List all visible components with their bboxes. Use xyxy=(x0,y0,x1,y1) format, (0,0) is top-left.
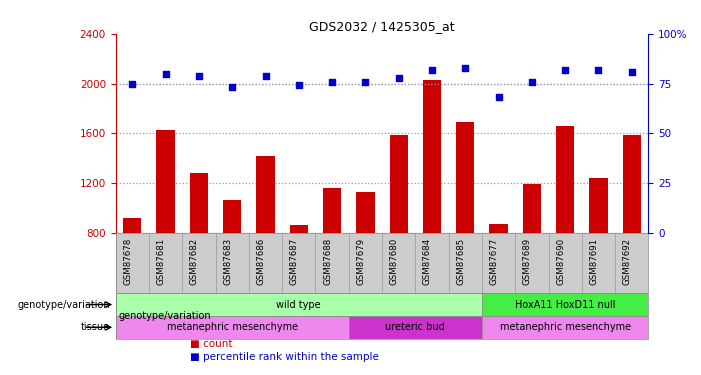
Text: GSM87678: GSM87678 xyxy=(123,238,132,285)
Text: GSM87690: GSM87690 xyxy=(556,238,565,285)
Bar xyxy=(323,188,341,233)
Bar xyxy=(482,293,648,316)
Point xyxy=(327,78,338,84)
Text: wild type: wild type xyxy=(276,300,321,309)
Text: genotype/variation: genotype/variation xyxy=(118,311,211,321)
Text: GSM87683: GSM87683 xyxy=(223,238,232,285)
Text: GSM87680: GSM87680 xyxy=(390,238,399,285)
Point xyxy=(593,67,604,73)
Bar xyxy=(390,135,408,233)
Bar xyxy=(489,224,508,233)
Text: tissue: tissue xyxy=(81,322,110,332)
Bar xyxy=(290,225,308,233)
Bar xyxy=(223,200,241,233)
Text: ureteric bud: ureteric bud xyxy=(386,322,445,332)
Bar xyxy=(556,126,574,233)
Text: GSM87691: GSM87691 xyxy=(590,238,599,285)
Point xyxy=(193,72,205,78)
Text: GSM87685: GSM87685 xyxy=(456,238,465,285)
Bar xyxy=(590,178,608,233)
Point xyxy=(293,82,304,88)
Title: GDS2032 / 1425305_at: GDS2032 / 1425305_at xyxy=(309,20,455,33)
Point xyxy=(559,67,571,73)
Point xyxy=(260,72,271,78)
Bar xyxy=(156,129,175,233)
Text: GSM87681: GSM87681 xyxy=(156,238,165,285)
Text: metanephric mesenchyme: metanephric mesenchyme xyxy=(500,322,631,332)
Text: GSM87677: GSM87677 xyxy=(489,238,498,285)
Point xyxy=(426,67,437,73)
Bar xyxy=(123,218,142,233)
Bar xyxy=(423,80,441,233)
Point xyxy=(160,70,171,76)
Text: GSM87686: GSM87686 xyxy=(257,238,266,285)
Point xyxy=(460,64,471,70)
Bar xyxy=(456,122,475,233)
Text: GSM87682: GSM87682 xyxy=(190,238,199,285)
Text: GSM87692: GSM87692 xyxy=(622,238,632,285)
Bar xyxy=(116,293,482,316)
Text: GSM87687: GSM87687 xyxy=(290,238,299,285)
Text: ■ count: ■ count xyxy=(190,339,233,349)
Text: metanephric mesenchyme: metanephric mesenchyme xyxy=(167,322,298,332)
Point xyxy=(226,84,238,90)
Point xyxy=(493,94,504,100)
Text: GSM87679: GSM87679 xyxy=(356,238,365,285)
Bar xyxy=(190,173,208,233)
Point xyxy=(360,78,371,84)
Bar xyxy=(523,184,541,233)
Bar xyxy=(622,135,641,233)
Text: GSM87688: GSM87688 xyxy=(323,238,332,285)
Point xyxy=(393,75,404,81)
Bar xyxy=(349,316,482,339)
Text: GSM87689: GSM87689 xyxy=(523,238,532,285)
Point xyxy=(127,81,138,87)
Bar xyxy=(257,156,275,233)
Point xyxy=(626,69,637,75)
Bar xyxy=(482,316,648,339)
Text: ■ percentile rank within the sample: ■ percentile rank within the sample xyxy=(190,352,379,362)
Point xyxy=(526,78,538,84)
Text: HoxA11 HoxD11 null: HoxA11 HoxD11 null xyxy=(515,300,615,309)
Bar xyxy=(116,316,349,339)
Text: genotype/variation: genotype/variation xyxy=(18,300,110,309)
Bar xyxy=(356,192,374,233)
Text: GSM87684: GSM87684 xyxy=(423,238,432,285)
